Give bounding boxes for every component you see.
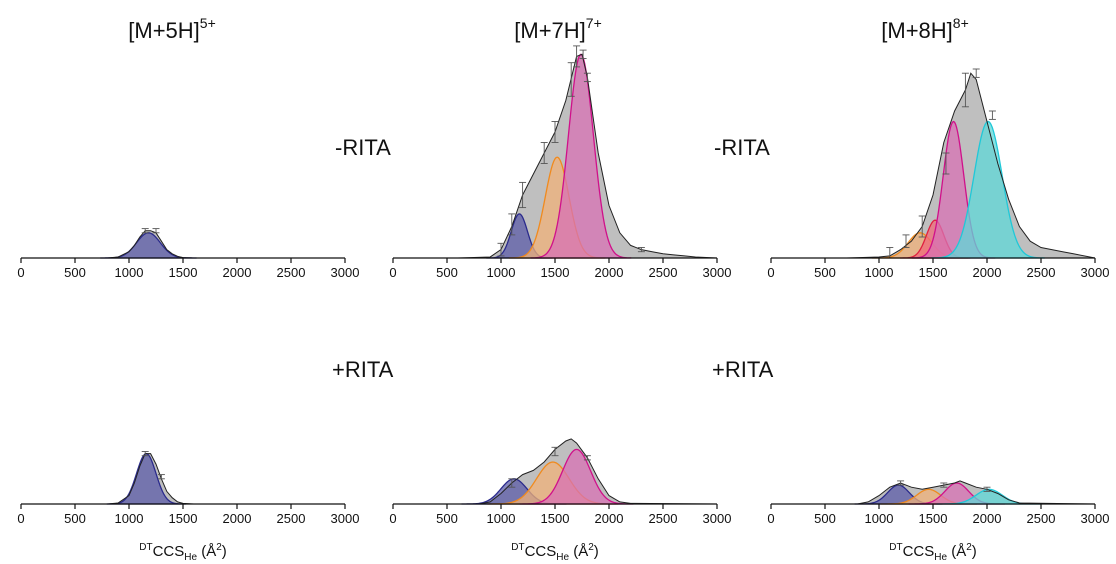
component-blue-1: [106, 452, 186, 505]
x-tick-label: 2500: [277, 511, 306, 526]
component-cyan-4: [931, 120, 1045, 259]
x-tick-label: 2500: [649, 265, 678, 280]
x-tick-label: 500: [436, 511, 458, 526]
x-axis-label: DTCCSHe (Å2): [889, 542, 977, 563]
x-tick-label: 1500: [919, 511, 948, 526]
x-tick-label: 3000: [703, 265, 732, 280]
x-tick-label: 500: [64, 511, 86, 526]
error-bar-10: [637, 247, 645, 253]
error-bar-1: [141, 228, 149, 234]
error-bar-3: [918, 215, 926, 238]
x-tick-label: 1500: [919, 265, 948, 280]
error-bar-7: [988, 110, 996, 120]
x-tick-label: 2000: [595, 511, 624, 526]
x-tick-label: 2000: [973, 265, 1002, 280]
total-area: [393, 54, 717, 258]
panel-6: 0 500 1000 1500 2000 2500 3000 DTCCSHe (Å2): [767, 480, 1110, 563]
error-bar-2: [902, 234, 910, 248]
error-bar-1: [508, 478, 516, 488]
x-tick-label: 0: [17, 265, 24, 280]
error-bar-1: [897, 480, 905, 486]
x-tick-label: 2000: [595, 265, 624, 280]
x-tick-label: 500: [814, 265, 836, 280]
x-tick-label: 1500: [541, 511, 570, 526]
component-magenta-3: [519, 448, 634, 505]
x-tick-label: 0: [389, 265, 396, 280]
x-tick-label: 500: [814, 511, 836, 526]
panel-2: 0 500 1000 1500 2000 2500 3000: [389, 45, 732, 280]
error-bar-2: [551, 446, 559, 457]
x-tick-label: 2500: [1027, 265, 1056, 280]
total-outline: [107, 453, 194, 505]
panel-title-5plus: [M+5H]5+: [128, 15, 216, 43]
x-tick-label: 1500: [541, 265, 570, 280]
panel-3: 0 500 1000 1500 2000 2500 3000: [767, 68, 1110, 280]
error-bar-6: [567, 62, 575, 97]
total-outline: [107, 230, 194, 259]
error-bar-7: [573, 45, 581, 68]
error-bar-2: [940, 482, 948, 488]
condition-label-minus-rita-right: -RITA: [714, 135, 770, 160]
error-bar-3: [983, 486, 991, 492]
x-tick-label: 2000: [223, 511, 252, 526]
error-bar-9: [583, 72, 591, 83]
x-tick-label: 1000: [487, 265, 516, 280]
x-tick-label: 2500: [649, 511, 678, 526]
error-bar-5: [961, 72, 969, 108]
x-tick-label: 1000: [865, 265, 894, 280]
x-tick-label: 0: [17, 511, 24, 526]
x-tick-label: 2000: [223, 265, 252, 280]
x-tick-label: 3000: [1081, 511, 1110, 526]
x-tick-label: 3000: [703, 511, 732, 526]
error-bar-3: [583, 455, 591, 461]
x-tick-label: 1000: [115, 511, 144, 526]
panel-title-8plus: [M+8H]8+: [881, 15, 969, 43]
error-bar-4: [942, 152, 950, 175]
x-axis-label: DTCCSHe (Å2): [511, 542, 599, 563]
x-tick-label: 3000: [331, 511, 360, 526]
x-tick-label: 0: [389, 511, 396, 526]
error-bar-6: [972, 68, 980, 78]
x-tick-label: 1000: [115, 265, 144, 280]
error-bar-5: [551, 121, 559, 143]
x-tick-label: 500: [64, 265, 86, 280]
condition-label-plus-rita-right: +RITA: [712, 357, 774, 382]
x-tick-label: 2500: [277, 265, 306, 280]
x-axis-label: DTCCSHe (Å2): [139, 542, 227, 563]
error-bar-1: [141, 451, 149, 457]
error-bar-8: [579, 49, 587, 59]
total-outline: [393, 53, 718, 259]
x-tick-label: 1500: [169, 511, 198, 526]
panel-title-7plus: [M+7H]7+: [514, 15, 602, 43]
error-bar-3: [519, 181, 527, 209]
total-outline: [771, 72, 1096, 259]
x-tick-label: 0: [767, 265, 774, 280]
x-tick-label: 1000: [865, 511, 894, 526]
x-tick-label: 3000: [331, 265, 360, 280]
condition-label-plus-rita-left: +RITA: [332, 357, 394, 382]
error-bar-1: [497, 242, 505, 257]
panel-5: 0 500 1000 1500 2000 2500 3000 DTCCSHe (Å2): [389, 438, 732, 563]
x-tick-label: 3000: [1081, 265, 1110, 280]
x-tick-label: 2500: [1027, 511, 1056, 526]
x-tick-label: 1000: [487, 511, 516, 526]
total-outline: [393, 438, 718, 505]
x-tick-label: 0: [767, 511, 774, 526]
error-bar-4: [540, 142, 548, 164]
panel-4: 0 500 1000 1500 2000 2500 3000 DTCCSHe (Å2): [17, 451, 360, 563]
x-tick-label: 2000: [973, 511, 1002, 526]
error-bar-2: [157, 474, 165, 480]
panel-1: 0 500 1000 1500 2000 2500 3000: [17, 228, 360, 280]
condition-label-minus-rita-left: -RITA: [335, 135, 391, 160]
error-bar-2: [152, 228, 160, 234]
component-blue-1: [100, 232, 197, 259]
x-tick-label: 1500: [169, 265, 198, 280]
error-bar-2: [508, 213, 516, 236]
x-tick-label: 500: [436, 265, 458, 280]
